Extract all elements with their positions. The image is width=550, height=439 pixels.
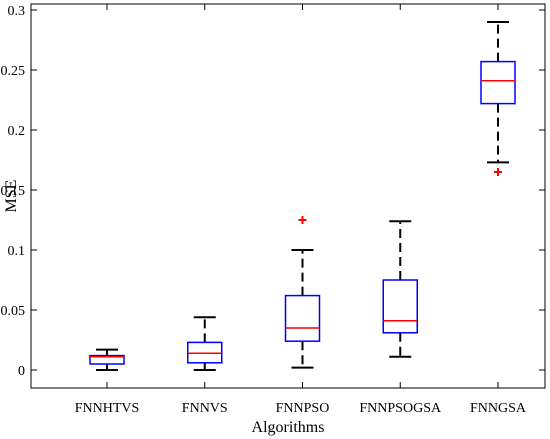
y-tick-label: 0.05 — [1, 304, 26, 319]
box-iqr — [382, 279, 418, 334]
y-tick-label: 0.15 — [1, 184, 26, 199]
box-group — [382, 220, 418, 358]
box-group — [187, 316, 223, 371]
box-group — [89, 348, 125, 371]
x-tick-label: FNNHTVS — [75, 401, 140, 416]
outlier-marker — [298, 216, 307, 224]
labels-layer: MSE Algorithms — [3, 180, 324, 436]
box-iqr — [89, 354, 125, 365]
x-axis-label: Algorithms — [252, 419, 325, 436]
x-tick-label: FNNPSO — [276, 401, 330, 416]
y-tick-label: 0 — [18, 364, 25, 379]
x-tick-label: FNNGSA — [470, 401, 527, 416]
box-group — [284, 216, 321, 369]
box-iqr — [480, 60, 516, 105]
box-iqr — [284, 294, 321, 342]
axes-layer: 0 0.05 0.1 0.15 0.2 0.25 0.3 FNNHTVS FNNVS FNNPSO… — [1, 3, 546, 416]
x-tick-label: FNNVS — [182, 401, 228, 416]
outlier-marker — [494, 168, 502, 176]
plot-frame — [30, 3, 546, 389]
x-tick-label: FNNPSOGSA — [359, 401, 442, 416]
box-group — [480, 21, 516, 176]
y-axis-label: MSE — [3, 180, 20, 213]
y-tick-label: 0.25 — [1, 64, 26, 79]
marks-layer — [89, 21, 516, 371]
y-tick-label: 0.2 — [8, 124, 26, 139]
y-tick-label: 0.3 — [8, 4, 26, 19]
y-tick-label: 0.1 — [8, 244, 26, 259]
